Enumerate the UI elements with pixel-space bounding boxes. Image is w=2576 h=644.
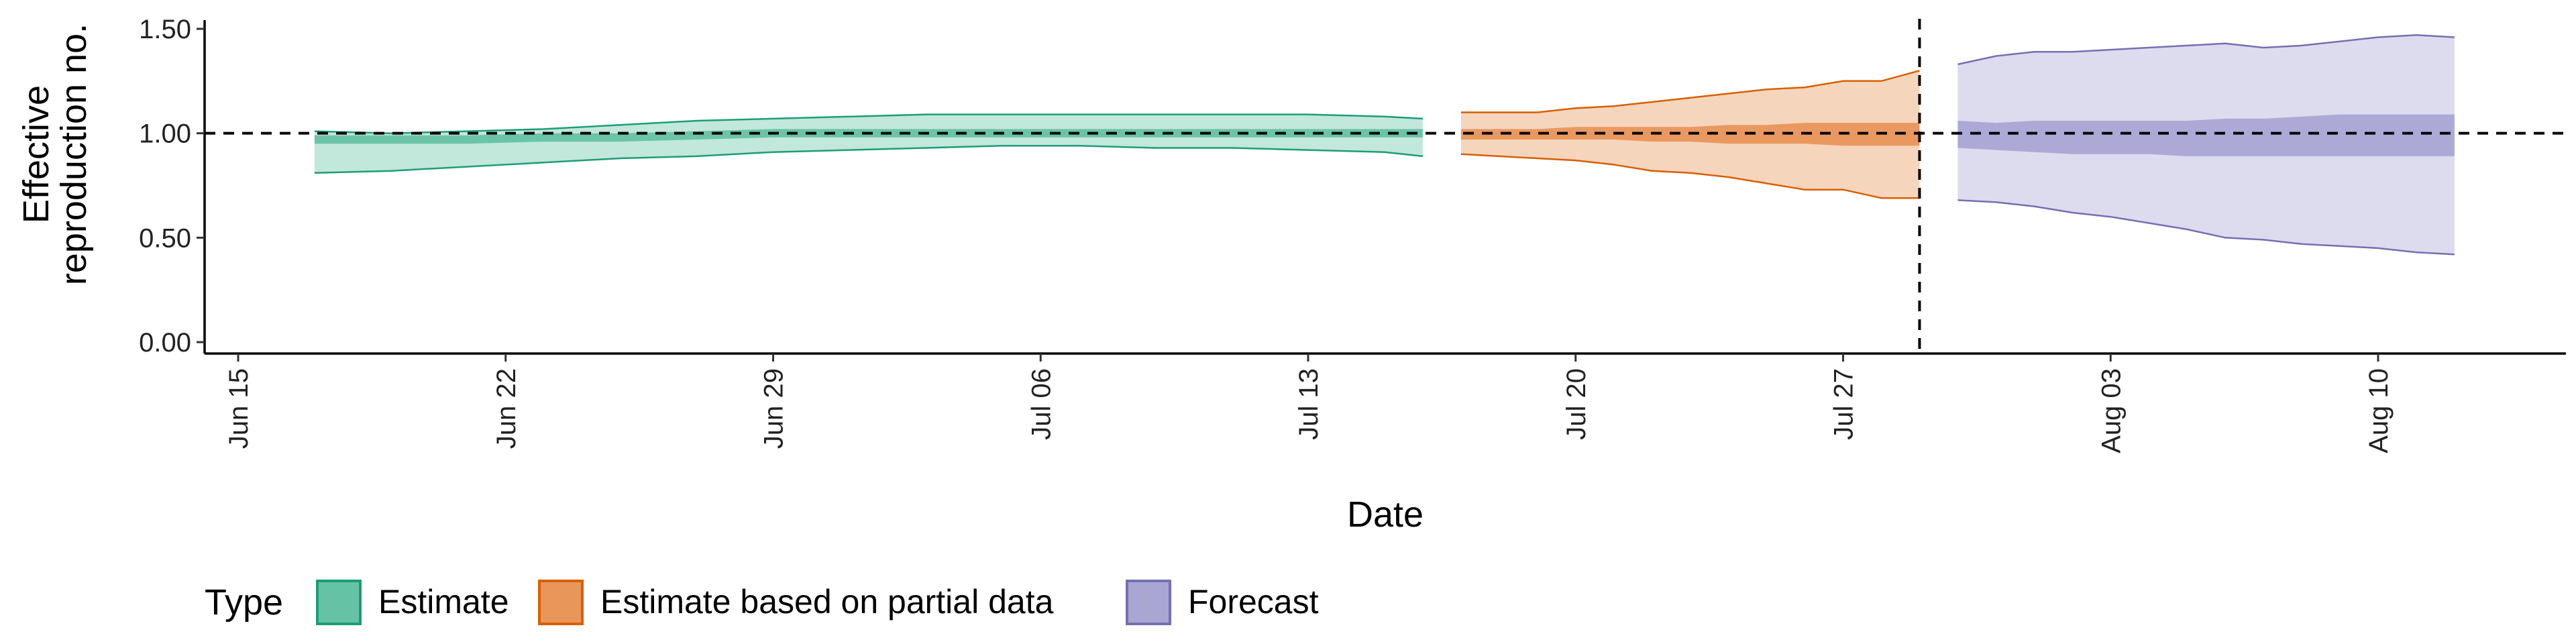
x-tick-label: Aug 10 bbox=[2364, 368, 2394, 453]
legend: Type Estimate Estimate based on partial da… bbox=[205, 580, 1319, 625]
band-90-upper-edge-estimate-based-on-partial-data bbox=[1460, 70, 1920, 113]
x-tick-label: Aug 03 bbox=[2096, 368, 2126, 453]
y-axis-title-line: Effective bbox=[16, 85, 56, 223]
band-90-lower-edge-estimate bbox=[314, 145, 1424, 174]
legend-label-estimate-based-on-partial-data: Estimate based on partial data bbox=[600, 583, 1054, 621]
y-tick-label: 1.00 bbox=[139, 119, 191, 149]
legend-label-forecast: Forecast bbox=[1188, 583, 1319, 621]
band-90-upper-edge-estimate bbox=[314, 113, 1423, 134]
band-90-lower-edge-estimate-based-on-partial-data bbox=[1460, 153, 1920, 199]
series-estimate bbox=[314, 113, 1424, 174]
x-tick-label: Jul 13 bbox=[1294, 368, 1324, 440]
y-tick-label: 0.00 bbox=[139, 328, 191, 358]
y-axis-title-line: reproduction no. bbox=[54, 23, 94, 285]
x-tick-label: Jun 15 bbox=[224, 368, 254, 449]
legend-label-estimate: Estimate bbox=[378, 583, 509, 621]
x-tick-label: Jul 27 bbox=[1829, 368, 1859, 440]
axes: 0.00 0.50 1.00 1.50 Jun 15 Jun 22 Jun 29 Jul 06… bbox=[139, 15, 2566, 453]
legend-title: Type bbox=[205, 582, 283, 623]
y-tick-label: 1.50 bbox=[139, 15, 191, 44]
band-90-estimate bbox=[314, 114, 1423, 173]
series-forecast bbox=[1957, 34, 2455, 256]
x-tick-label: Jun 29 bbox=[759, 368, 789, 449]
interval-bands bbox=[314, 34, 2455, 256]
y-tick-label: 0.50 bbox=[139, 223, 191, 253]
legend-key-estimate-based-on-partial-data bbox=[538, 580, 584, 625]
x-tick-label: Jul 20 bbox=[1562, 368, 1591, 440]
x-axis-title: Date bbox=[1347, 494, 1424, 535]
band-20-forecast bbox=[1957, 114, 2455, 156]
x-tick-label: Jun 22 bbox=[492, 368, 521, 449]
legend-key-estimate bbox=[316, 580, 362, 625]
x-tick-label: Jul 06 bbox=[1026, 368, 1056, 440]
band-90-lower-edge-forecast bbox=[1957, 199, 2455, 256]
legend-key-forecast bbox=[1126, 580, 1171, 625]
band-90-upper-edge-forecast bbox=[1957, 34, 2455, 66]
